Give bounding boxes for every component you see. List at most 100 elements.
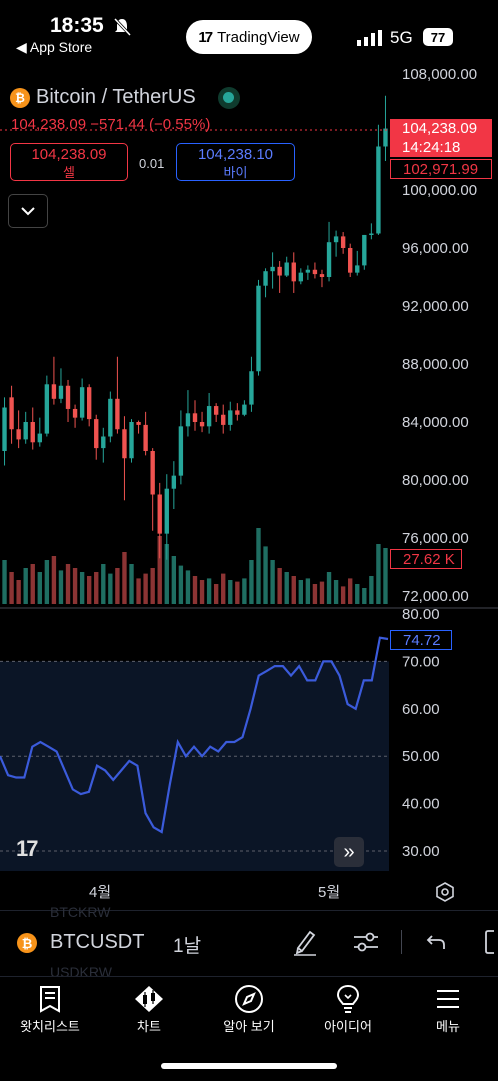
volume-bar xyxy=(72,568,78,604)
candle-body xyxy=(369,233,374,235)
buy-label: 바이 xyxy=(223,165,248,180)
price-axis-label: 96,000.00 xyxy=(402,240,469,257)
drawing-pen-icon[interactable] xyxy=(292,928,318,961)
candle-body xyxy=(213,406,219,415)
volume-bar xyxy=(284,572,289,604)
tradingview-pill-label: TradingView xyxy=(217,28,300,46)
candle-body xyxy=(192,413,198,422)
volume-bar xyxy=(249,560,254,604)
price-axis-label: 88,000.00 xyxy=(402,356,469,373)
volume-bar xyxy=(37,572,42,604)
tab-ideas[interactable]: 아이디어 xyxy=(298,982,398,1035)
candle-body xyxy=(171,475,177,489)
volume-bar xyxy=(65,564,71,604)
tab-ideas-label: 아이디어 xyxy=(324,1019,372,1034)
volume-bar xyxy=(326,572,332,604)
candle-body xyxy=(355,265,360,273)
tab-menu[interactable]: 메뉴 xyxy=(398,982,498,1035)
volume-bar xyxy=(178,565,184,604)
candle-body xyxy=(333,236,339,243)
lightbulb-icon xyxy=(336,984,360,1013)
ghost-symbol-above: BTCKRW xyxy=(50,904,111,920)
tradingview-logo-icon: 17 xyxy=(198,28,213,46)
candle-body xyxy=(228,410,233,425)
volume-bar xyxy=(206,578,212,604)
rsi-axis-label: 30.00 xyxy=(402,843,440,860)
chart-settings-icon[interactable] xyxy=(434,881,456,908)
volume-bar xyxy=(376,544,381,604)
rsi-tag: 74.72 xyxy=(390,630,452,650)
candle-body xyxy=(242,404,247,415)
volume-bar xyxy=(242,578,247,604)
silent-bell-icon xyxy=(113,17,132,42)
back-to-app-store-link[interactable]: ◀ App Store xyxy=(16,39,93,55)
last-price-value: 104,238.09 xyxy=(402,120,478,137)
market-open-icon xyxy=(217,86,240,109)
fullscreen-icon[interactable] xyxy=(484,929,498,960)
interval-button[interactable]: 1날 xyxy=(173,936,202,957)
rsi-axis-label: 40.00 xyxy=(402,796,440,813)
candle-body xyxy=(9,397,14,430)
volume-bar xyxy=(369,576,374,604)
candle-body xyxy=(256,285,261,372)
candle-body xyxy=(249,371,254,405)
sell-button[interactable]: 104,238.09 셀 xyxy=(10,143,128,181)
volume-bar xyxy=(298,580,304,604)
tab-watchlist-label: 왓치리스트 xyxy=(20,1019,80,1034)
candle-body xyxy=(178,426,184,476)
candle-body xyxy=(376,146,381,234)
symbol-header[interactable]: ₿ Bitcoin / TetherUS xyxy=(10,86,240,109)
price-axis-label: 84,000.00 xyxy=(402,414,469,431)
candle-body xyxy=(108,398,113,437)
volume-bar xyxy=(277,568,282,604)
tab-watchlist[interactable]: 왓치리스트 xyxy=(0,982,100,1035)
candle-body xyxy=(72,408,78,418)
candle-body xyxy=(157,494,162,534)
buy-button[interactable]: 104,238.10 바이 xyxy=(176,143,295,181)
volume-bar xyxy=(185,570,191,604)
tradingview-watermark-icon: 17 xyxy=(16,836,39,861)
collapse-button[interactable] xyxy=(8,194,48,228)
volume-bar xyxy=(192,576,198,604)
indicators-sliders-icon[interactable] xyxy=(352,930,380,959)
candle-body xyxy=(284,262,289,276)
price-axis-label: 100,000.00 xyxy=(402,182,477,199)
scroll-to-realtime-button[interactable]: » xyxy=(334,837,364,867)
sell-label: 셀 xyxy=(63,165,75,180)
volume-bar xyxy=(263,546,268,604)
volume-bar xyxy=(199,580,205,604)
candle-body xyxy=(136,422,141,425)
symbol-ticker-button[interactable]: BTCUSDT xyxy=(50,931,145,953)
volume-bar xyxy=(157,536,162,604)
candle-body xyxy=(340,236,346,248)
home-indicator xyxy=(161,1063,337,1069)
volume-tag: 27.62 K xyxy=(390,549,462,569)
double-chevron-right-icon: » xyxy=(343,840,355,863)
candle-body xyxy=(199,422,205,427)
candle-body xyxy=(115,398,120,430)
volume-bar xyxy=(355,584,360,604)
volume-bar xyxy=(164,544,169,604)
signal-icon xyxy=(357,30,383,51)
candle-body xyxy=(94,419,99,449)
watchlist-icon xyxy=(40,986,60,1013)
volume-bar xyxy=(312,584,318,604)
price-chart[interactable]: 108,000.00104,000.00100,000.0096,000.009… xyxy=(0,60,498,880)
volume-bar xyxy=(30,564,35,604)
volume-bar xyxy=(362,588,367,604)
tab-explore[interactable]: 알아 보기 xyxy=(199,982,299,1035)
candle-body xyxy=(362,234,367,266)
volume-bar xyxy=(291,576,296,604)
compass-icon xyxy=(235,985,263,1013)
candle-body xyxy=(164,488,169,534)
tradingview-app-pill[interactable]: 17 TradingView xyxy=(186,20,312,54)
volume-bar xyxy=(143,573,148,604)
month-label-april: 4월 xyxy=(89,884,112,901)
undo-icon[interactable] xyxy=(425,932,447,957)
volume-bar xyxy=(228,580,233,604)
candle-body xyxy=(298,272,304,282)
tab-chart[interactable]: 차트 xyxy=(99,982,199,1035)
rsi-axis-label: 70.00 xyxy=(402,653,440,670)
battery-icon: 77 xyxy=(423,28,453,46)
prev-close-tag: 102,971.99 xyxy=(390,159,492,179)
